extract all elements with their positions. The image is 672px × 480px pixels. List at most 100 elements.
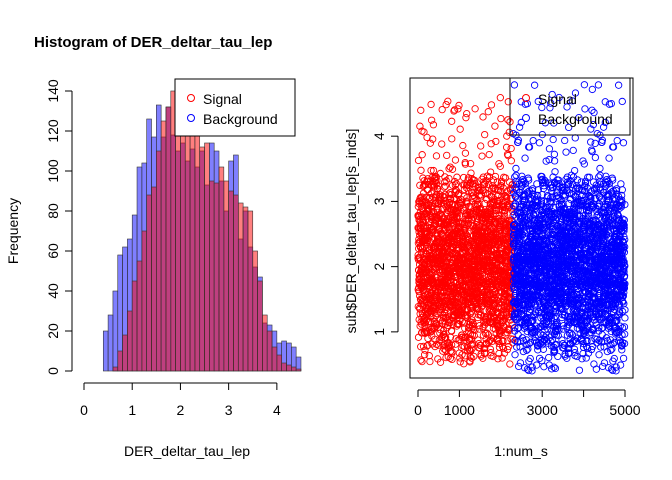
signal-bar [286,364,292,372]
signal-point [461,149,470,157]
signal-point [432,152,441,160]
signal-point [438,105,446,114]
signal-point [441,173,449,181]
signal-point [417,106,425,114]
histogram-y-tick-label: 80 [45,203,61,219]
signal-bar [276,354,282,372]
signal-point [451,156,460,164]
background-point [594,81,603,89]
signal-point [429,121,438,129]
signal-point [504,342,513,351]
signal-point [504,151,512,160]
signal-point [507,157,515,165]
background-point [534,97,542,106]
histogram-x-tick-label: 4 [273,402,281,418]
signal-bar [151,186,157,372]
signal-bar [184,110,191,372]
signal-bar [223,180,229,372]
signal-bar [242,206,249,372]
histogram-y-tick-label: 100 [45,159,61,183]
signal-point [417,166,425,174]
signal-point [426,193,434,202]
histogram-x-label: DER_deltar_tau_lep [124,443,250,459]
signal-point [461,324,469,332]
signal-point [427,116,436,124]
signal-bar [271,346,278,372]
signal-bar [156,150,162,372]
signal-bar [218,166,225,372]
background-point [523,99,531,108]
signal-point [448,348,456,356]
background-point [511,184,519,192]
signal-point [418,357,426,366]
signal-point [450,107,458,115]
signal-point [419,342,428,351]
background-point [523,346,531,354]
histogram-y-tick-label: 120 [45,119,61,143]
signal-point [451,106,459,114]
signal-point [477,142,485,150]
background-point [561,136,569,145]
background-point [523,365,532,373]
signal-point [505,128,513,136]
signal-point [466,358,474,366]
signal-point [469,194,477,202]
signal-point [448,135,456,143]
background-point [535,354,544,363]
background-point [535,139,544,147]
signal-point [508,236,516,244]
signal-bar [262,314,268,372]
signal-point [426,139,434,147]
background-point [540,363,548,371]
signal-point [445,190,453,198]
signal-bar [291,366,297,372]
background-point [588,85,596,94]
signal-bar [136,260,143,372]
signal-point [436,358,445,366]
signal-bar [146,194,152,372]
background-point [511,173,519,181]
signal-bar [233,194,239,372]
signal-point [499,336,507,345]
signal-bar [131,280,138,372]
histogram-legend-background: Background [203,111,278,127]
signal-point [483,329,491,337]
signal-point [500,212,509,220]
signal-point [470,331,478,340]
signal-point [475,340,483,348]
signal-point [460,173,468,182]
signal-point [433,185,442,193]
signal-point [420,128,428,136]
signal-point [454,204,462,212]
signal-point [463,232,472,240]
histogram-x-tick-label: 2 [177,402,185,418]
background-point [518,231,526,239]
signal-point [503,329,511,337]
signal-point [451,181,460,189]
background-point [527,296,535,304]
signal-point [452,335,460,343]
signal-point [487,349,495,357]
signal-point [433,176,441,185]
signal-bar [213,182,220,372]
signal-point [443,151,451,160]
background-point [529,136,537,145]
signal-point [481,199,489,208]
signal-point [479,113,487,121]
signal-point [432,322,441,330]
background-point [575,366,584,374]
signal-point [482,313,490,322]
background-point [512,316,520,324]
signal-point [499,269,507,278]
background-point [562,148,570,156]
histogram-y-tick-label: 20 [45,323,61,339]
signal-point [456,125,464,133]
background-point [591,153,600,162]
signal-point [440,183,448,191]
background-point [587,138,595,146]
signal-point [414,156,423,165]
background-point [512,164,520,173]
histogram-y-tick-label: 40 [45,283,61,299]
